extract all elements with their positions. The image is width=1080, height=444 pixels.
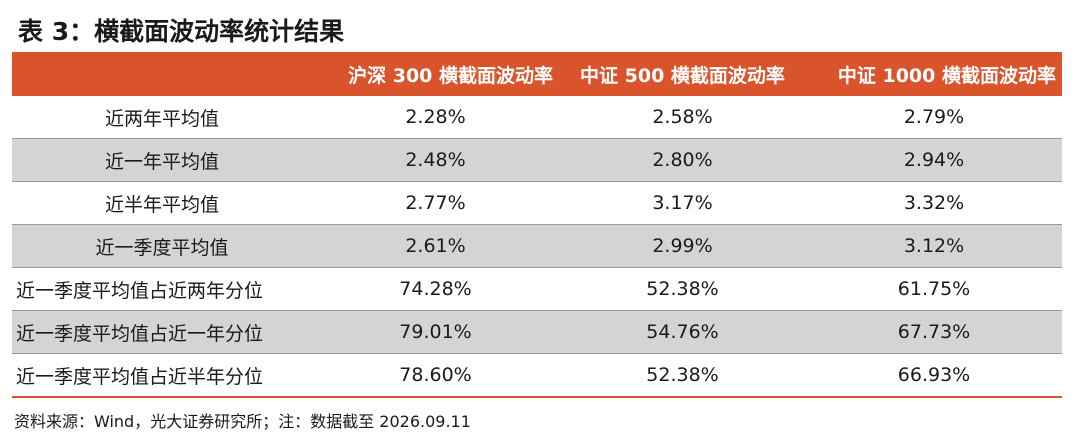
cell-value: 3.17%: [559, 181, 806, 225]
cell-value: 78.60%: [312, 353, 559, 398]
table-title: 表 3：横截面波动率统计结果: [18, 17, 345, 46]
cell-value: 3.32%: [806, 181, 1062, 225]
cell-value: 2.80%: [559, 138, 806, 182]
cell-value: 61.75%: [806, 267, 1062, 311]
table-row: 近半年平均值 2.77% 3.17% 3.32%: [12, 181, 1062, 225]
volatility-stats-table: 沪深 300 横截面波动率 中证 500 横截面波动率 中证 1000 横截面波…: [12, 52, 1062, 398]
row-label: 近两年平均值: [12, 96, 312, 139]
table-header-row: 沪深 300 横截面波动率 中证 500 横截面波动率 中证 1000 横截面波…: [12, 52, 1062, 96]
cell-value: 2.79%: [806, 96, 1062, 139]
row-label: 近半年平均值: [12, 181, 312, 225]
cell-value: 67.73%: [806, 310, 1062, 354]
table-row: 近一季度平均值占近一年分位 79.01% 54.76% 67.73%: [12, 310, 1062, 354]
row-label: 近一季度平均值占近两年分位: [12, 267, 312, 311]
header-cell-zz1000: 中证 1000 横截面波动率: [806, 52, 1062, 96]
cell-value: 52.38%: [559, 267, 806, 311]
row-label: 近一年平均值: [12, 138, 312, 182]
cell-value: 74.28%: [312, 267, 559, 311]
row-label: 近一季度平均值: [12, 224, 312, 268]
cell-value: 79.01%: [312, 310, 559, 354]
row-label: 近一季度平均值占近一年分位: [12, 310, 312, 354]
table-row: 近一季度平均值占近两年分位 74.28% 52.38% 61.75%: [12, 267, 1062, 311]
cell-value: 2.48%: [312, 138, 559, 182]
cell-value: 2.94%: [806, 138, 1062, 182]
cell-value: 2.28%: [312, 96, 559, 139]
source-note: 资料来源：Wind，光大证券研究所；注：数据截至 2026.09.11: [14, 412, 471, 431]
table-row: 近一年平均值 2.48% 2.80% 2.94%: [12, 138, 1062, 182]
cell-value: 3.12%: [806, 224, 1062, 268]
header-cell-zz500: 中证 500 横截面波动率: [559, 52, 806, 96]
row-label: 近一季度平均值占近半年分位: [12, 353, 312, 398]
header-cell-blank: [12, 52, 312, 96]
cell-value: 2.99%: [559, 224, 806, 268]
header-cell-hs300: 沪深 300 横截面波动率: [312, 52, 559, 96]
cell-value: 66.93%: [806, 353, 1062, 398]
cell-value: 54.76%: [559, 310, 806, 354]
table-row: 近一季度平均值 2.61% 2.99% 3.12%: [12, 224, 1062, 268]
cell-value: 2.77%: [312, 181, 559, 225]
table-row: 近一季度平均值占近半年分位 78.60% 52.38% 66.93%: [12, 353, 1062, 398]
cell-value: 2.58%: [559, 96, 806, 139]
table-row: 近两年平均值 2.28% 2.58% 2.79%: [12, 96, 1062, 139]
cell-value: 2.61%: [312, 224, 559, 268]
cell-value: 52.38%: [559, 353, 806, 398]
